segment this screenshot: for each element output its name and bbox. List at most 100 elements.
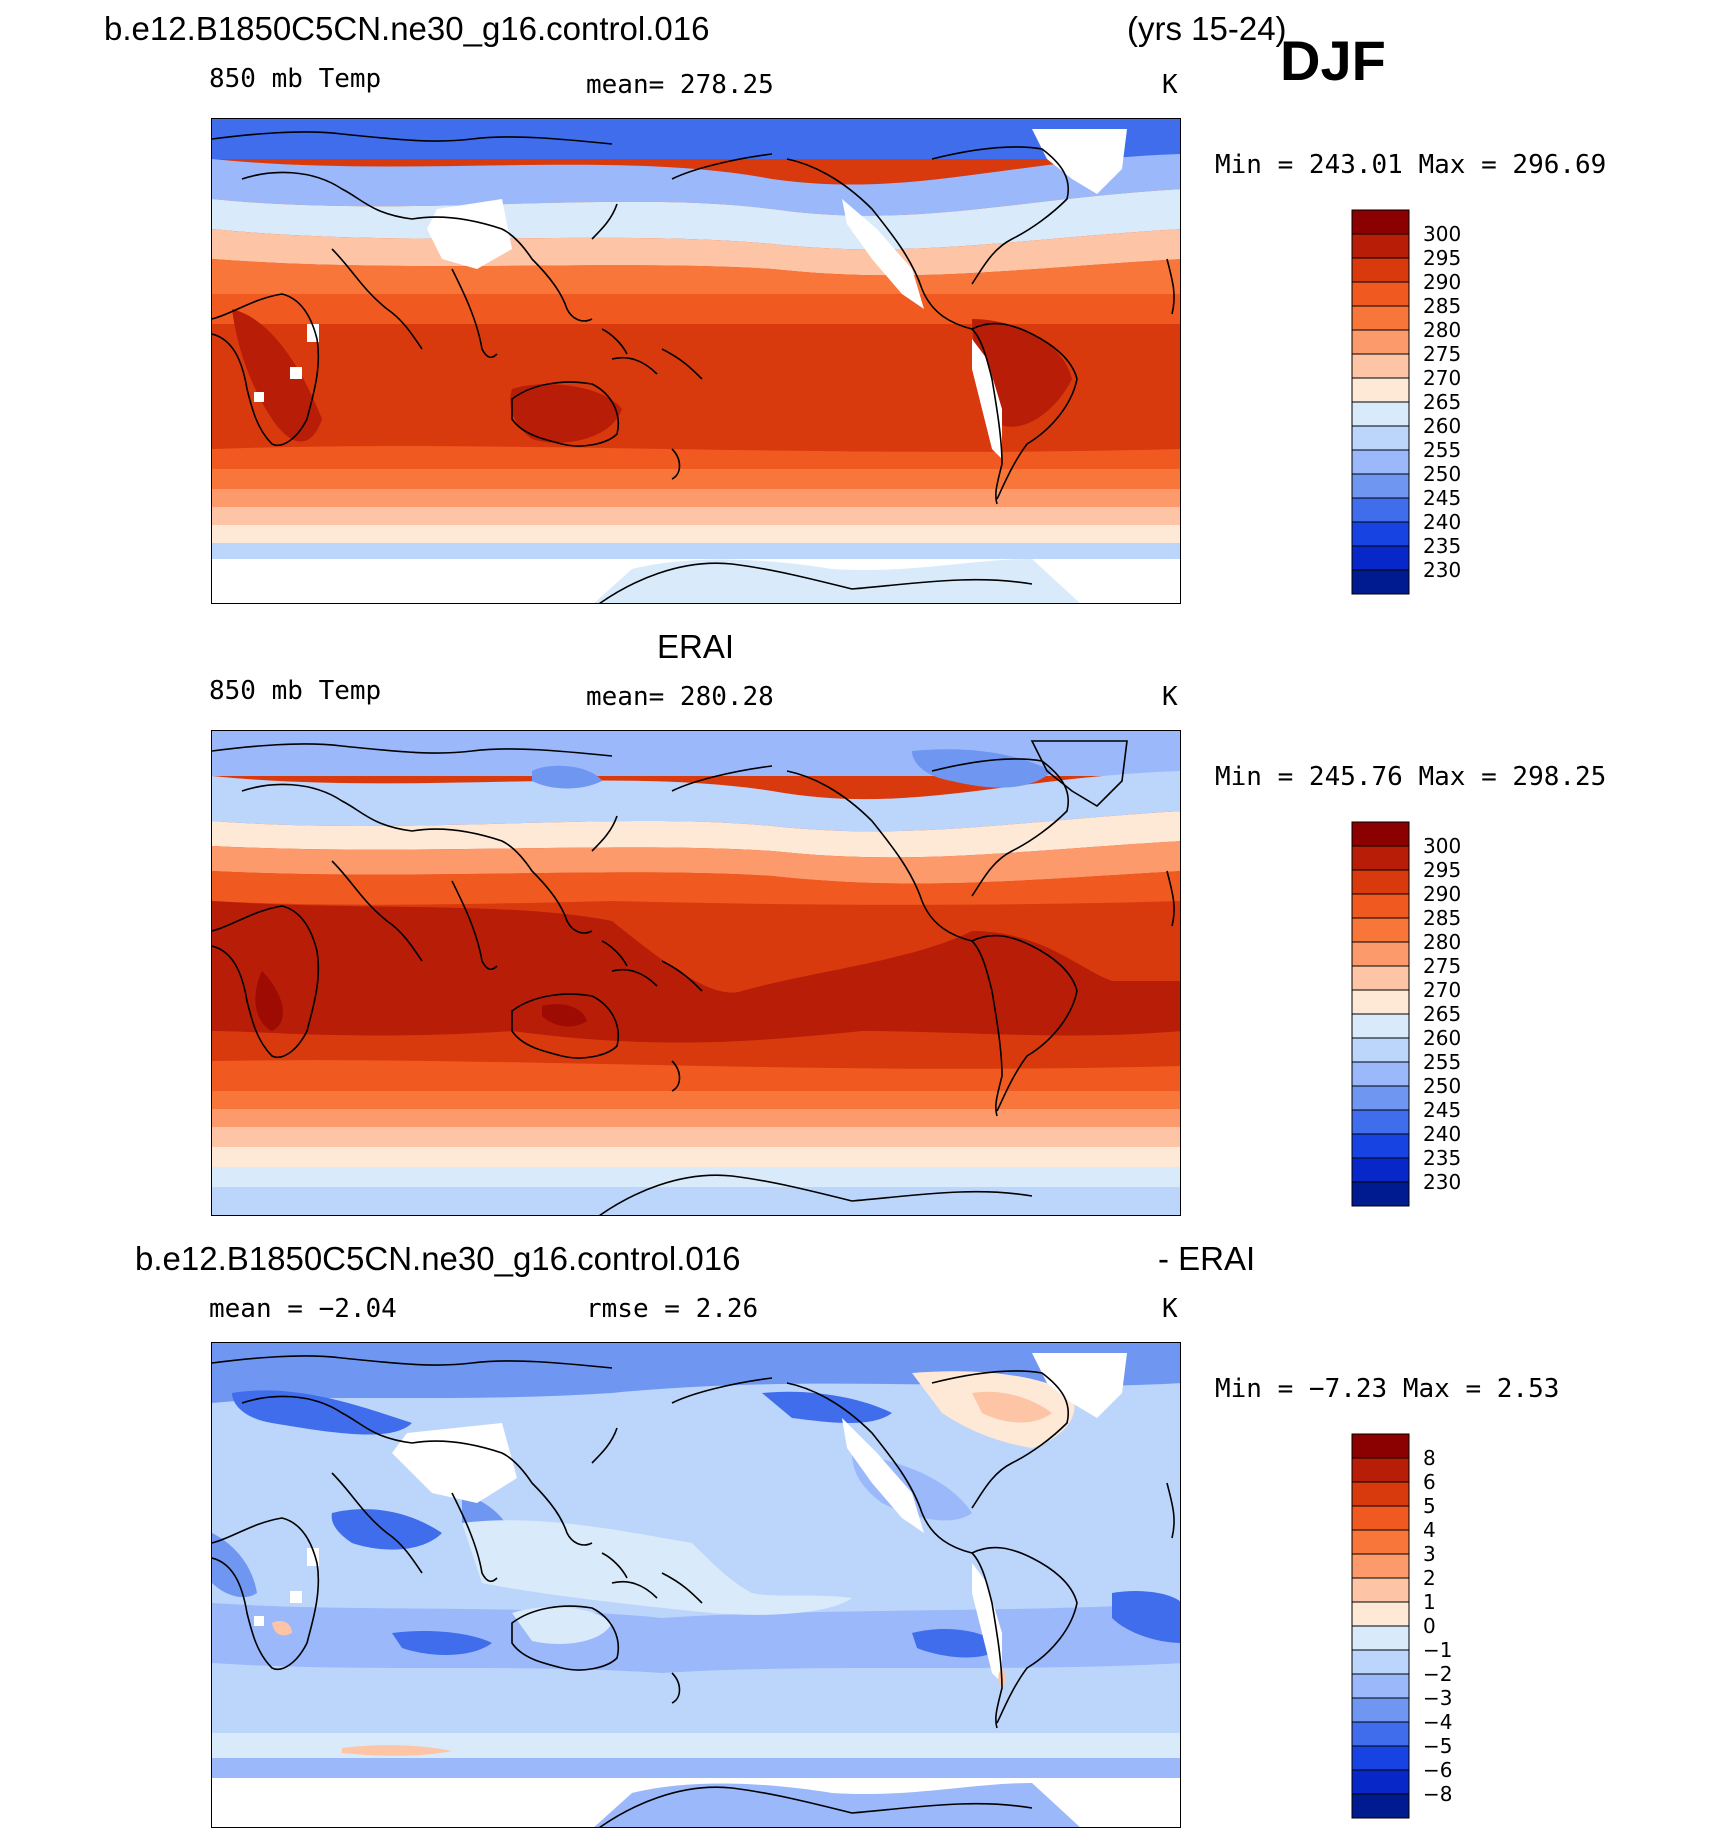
panel2-colorbar-label: 290 — [1423, 882, 1461, 906]
panel2-colorbar-label: 230 — [1423, 1170, 1461, 1194]
panel3-colorbar-label: −3 — [1423, 1686, 1452, 1710]
panel1-colorbar-box — [1351, 281, 1410, 307]
panel3-colorbar-label: 3 — [1423, 1542, 1436, 1566]
panel2-colorbar-box — [1351, 1109, 1410, 1135]
panel3-map — [211, 1342, 1181, 1828]
panel2-colorbar-box — [1351, 1061, 1410, 1087]
panel2-colorbar: 300 295 290 285 280 275 270 265 260 255 250 245 240 2… — [1351, 821, 1512, 1212]
panel1-colorbar: 300 295 290 285 280 275 270 265 260 255 250 245 240 2… — [1351, 209, 1512, 600]
panel3-colorbar-label: −5 — [1423, 1734, 1452, 1758]
panel3-colorbar-label: 5 — [1423, 1494, 1436, 1518]
panel2-colorbar-box — [1351, 893, 1410, 919]
panel3-colorbar-label: −4 — [1423, 1710, 1452, 1734]
panel2-colorbar-box — [1351, 1181, 1410, 1207]
panel1-colorbar-box — [1351, 329, 1410, 355]
panel3-colorbar-box — [1351, 1673, 1410, 1699]
panel3-colorbar-box — [1351, 1481, 1410, 1507]
panel2-colorbar-label: 240 — [1423, 1122, 1461, 1146]
panel1-colorbar-box — [1351, 401, 1410, 427]
panel3-colorbar-label: −6 — [1423, 1758, 1452, 1782]
panel3-colorbar-label: −8 — [1423, 1782, 1452, 1806]
panel3-colorbar-box — [1351, 1745, 1410, 1771]
panel1-colorbar-label: 285 — [1423, 294, 1461, 318]
panel1-colorbar-box — [1351, 377, 1410, 403]
panel3-colorbar-box — [1351, 1793, 1410, 1819]
panel3-colorbar-box — [1351, 1601, 1410, 1627]
panel2-colorbar-box — [1351, 845, 1410, 871]
panel3-colorbar-box — [1351, 1505, 1410, 1531]
panel1-colorbar-box — [1351, 257, 1410, 283]
panel1-colorbar-label: 245 — [1423, 486, 1461, 510]
panel2-colorbar-label: 260 — [1423, 1026, 1461, 1050]
panel1-colorbar-label: 250 — [1423, 462, 1461, 486]
season-label: DJF — [1280, 29, 1386, 92]
panel1-colorbar-label: 240 — [1423, 510, 1461, 534]
panel3-colorbar-label: −2 — [1423, 1662, 1452, 1686]
panel1-map — [211, 118, 1181, 604]
panel2-colorbar-label: 285 — [1423, 906, 1461, 930]
panel3-colorbar-label: 0 — [1423, 1614, 1436, 1638]
panel1-colorbar-box — [1351, 305, 1410, 331]
panel1-colorbar-box — [1351, 425, 1410, 451]
panel2-colorbar-box — [1351, 965, 1410, 991]
panel2-colorbar-label: 250 — [1423, 1074, 1461, 1098]
panel1-mean: mean= 278.25 — [586, 70, 774, 100]
panel1-colorbar-label: 255 — [1423, 438, 1461, 462]
panel3-colorbar-label: 1 — [1423, 1590, 1436, 1614]
panel1-colorbar-box — [1351, 233, 1410, 259]
panel3-colorbar-box — [1351, 1553, 1410, 1579]
panel3-colorbar-box — [1351, 1769, 1410, 1795]
panel3-mean: mean = −2.04 — [209, 1294, 397, 1324]
panel1-colorbar-box — [1351, 569, 1410, 595]
panel2-minmax: Min = 245.76 Max = 298.25 — [1215, 762, 1607, 792]
panel1-colorbar-box — [1351, 497, 1410, 523]
panel1-colorbar-box — [1351, 353, 1410, 379]
panel2-colorbar-label: 295 — [1423, 858, 1461, 882]
panel2-colorbar-label: 280 — [1423, 930, 1461, 954]
panel1-colorbar-label: 300 — [1423, 222, 1461, 246]
panel3-colorbar-label: 4 — [1423, 1518, 1436, 1542]
panel1-colorbar-box — [1351, 449, 1410, 475]
panel2-colorbar-box — [1351, 1133, 1410, 1159]
panel3-colorbar-box — [1351, 1433, 1410, 1459]
panel1-colorbar-label: 275 — [1423, 342, 1461, 366]
panel2-colorbar-label: 265 — [1423, 1002, 1461, 1026]
panel2-colorbar-label: 235 — [1423, 1146, 1461, 1170]
panel3-colorbar-box — [1351, 1577, 1410, 1603]
panel2-colorbar-box — [1351, 1013, 1410, 1039]
panel2-colorbar-box — [1351, 1085, 1410, 1111]
panel1-colorbar-box — [1351, 521, 1410, 547]
panel1-minmax: Min = 243.01 Max = 296.69 — [1215, 150, 1607, 180]
panel3-colorbar-label: 2 — [1423, 1566, 1436, 1590]
panel1-title-left: b.e12.B1850C5CN.ne30_g16.control.016 — [104, 10, 710, 47]
panel1-colorbar-label: 260 — [1423, 414, 1461, 438]
panel3-colorbar-label: 6 — [1423, 1470, 1436, 1494]
panel1-variable: 850 mb Temp — [209, 64, 382, 94]
panel2-variable: 850 mb Temp — [209, 676, 382, 706]
panel2-colorbar-box — [1351, 941, 1410, 967]
panel1-colorbar-label: 230 — [1423, 558, 1461, 582]
panel3-colorbar: 8 6 5 4 3 2 1 0 −1 −2 −3 −4 −5 −6 −8 — [1351, 1433, 1512, 1824]
panel3-rmse: rmse = 2.26 — [586, 1294, 759, 1324]
panel1-colorbar-box — [1351, 545, 1410, 571]
panel2-colorbar-box — [1351, 1157, 1410, 1183]
panel1-colorbar-label: 265 — [1423, 390, 1461, 414]
panel2-title: ERAI — [657, 628, 735, 665]
panel2-colorbar-box — [1351, 821, 1410, 847]
panel3-colorbar-label: −1 — [1423, 1638, 1452, 1662]
panel1-colorbar-label: 280 — [1423, 318, 1461, 342]
panel2-colorbar-label: 270 — [1423, 978, 1461, 1002]
panel1-colorbar-label: 295 — [1423, 246, 1461, 270]
panel1-colorbar-label: 270 — [1423, 366, 1461, 390]
panel3-colorbar-box — [1351, 1625, 1410, 1651]
panel1-units: K — [1162, 70, 1178, 100]
panel3-colorbar-box — [1351, 1697, 1410, 1723]
panel2-colorbar-box — [1351, 869, 1410, 895]
panel1-colorbar-label: 290 — [1423, 270, 1461, 294]
panel3-colorbar-box — [1351, 1649, 1410, 1675]
panel1-colorbar-box — [1351, 209, 1410, 235]
panel3-title-left: b.e12.B1850C5CN.ne30_g16.control.016 — [135, 1240, 741, 1277]
panel1-colorbar-label: 235 — [1423, 534, 1461, 558]
panel3-title-right: - ERAI — [1158, 1240, 1256, 1277]
panel1-title-right: (yrs 15-24) — [1127, 10, 1287, 47]
